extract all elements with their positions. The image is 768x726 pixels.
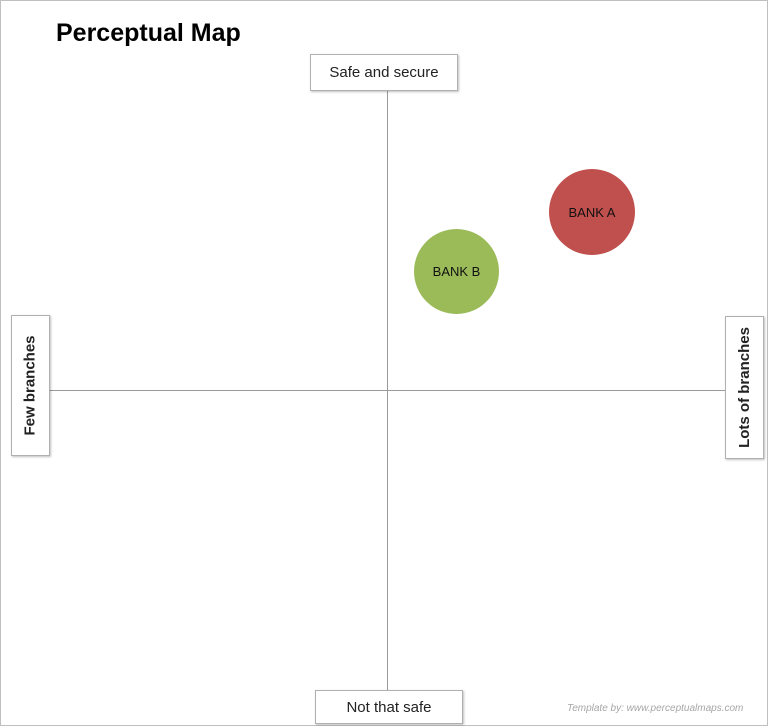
axis-label-bottom: Not that safe: [346, 698, 432, 716]
bubble-bank-b: BANK B: [414, 229, 499, 314]
template-credit: Template by: www.perceptualmaps.com: [567, 703, 744, 714]
axis-label-bottom-box: Not that safe: [315, 690, 463, 724]
chart-title: Perceptual Map: [56, 19, 241, 47]
axis-label-left: Few branches: [22, 335, 40, 436]
bubble-label-bank-a: BANK A: [568, 204, 616, 220]
bubble-label-bank-b: BANK B: [432, 264, 481, 279]
axis-label-top: Safe and secure: [329, 64, 439, 81]
horizontal-axis-line: [49, 390, 725, 391]
axis-label-left-box: Few branches: [11, 315, 50, 456]
axis-label-right-box: Lots of branches: [725, 316, 764, 459]
bubble-bank-a: BANK A: [549, 169, 635, 255]
axis-label-top-box: Safe and secure: [310, 54, 458, 91]
axis-label-right: Lots of branches: [736, 327, 754, 448]
